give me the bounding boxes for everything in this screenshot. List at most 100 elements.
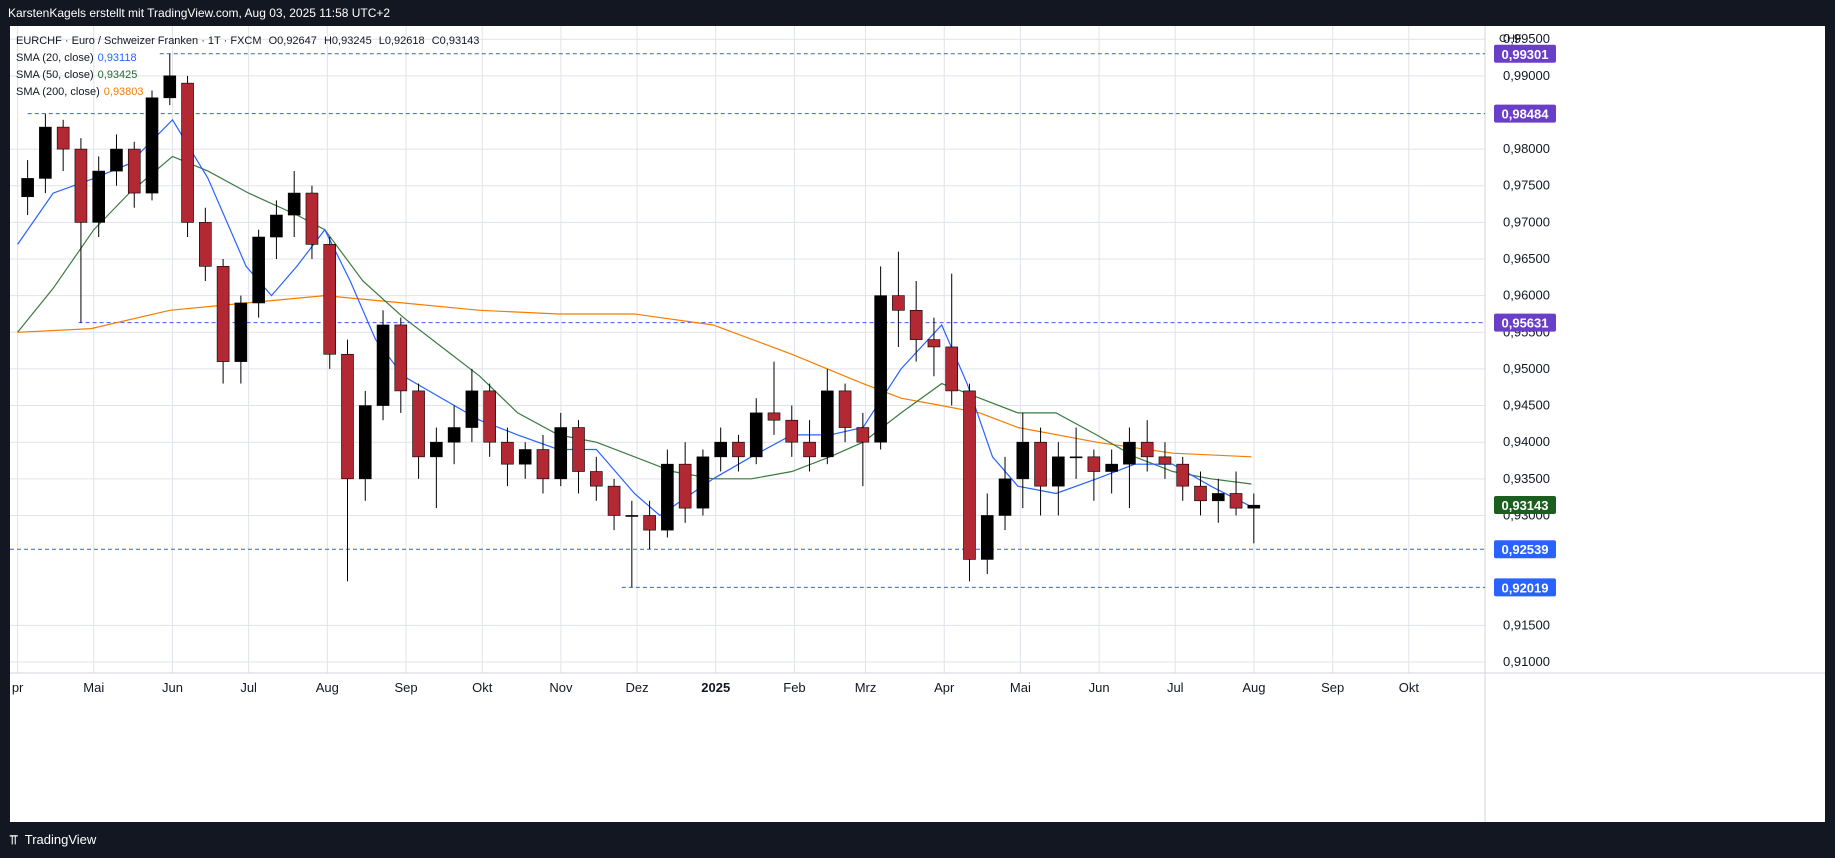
x-tick-label: Jun <box>162 680 183 695</box>
candle <box>1194 471 1207 516</box>
candle <box>536 434 550 494</box>
legend-symbol-row: EURCHF · Euro / Schweizer Franken · 1T ·… <box>16 33 479 50</box>
candle-body <box>1016 441 1030 480</box>
candle-body <box>1069 456 1083 459</box>
candle <box>1105 449 1118 494</box>
candle-body <box>323 244 337 355</box>
legend-sma50[interactable]: SMA (50, close) 0,93425 <box>16 67 479 84</box>
candle-body <box>518 449 532 465</box>
price-badge-text: 0,98484 <box>1502 107 1550 122</box>
candle <box>412 383 425 479</box>
candle <box>945 273 959 406</box>
candle-body <box>785 419 799 443</box>
candle-body <box>767 412 781 421</box>
candle-body <box>696 456 710 509</box>
candle-body <box>341 353 354 480</box>
x-tick-label: Mai <box>1010 680 1031 695</box>
candle-body <box>1211 493 1225 502</box>
candle <box>1229 471 1243 516</box>
candle-body <box>127 148 141 194</box>
candle <box>127 141 141 208</box>
candle <box>963 383 976 582</box>
candle <box>1211 478 1225 523</box>
x-tick-label: Okt <box>1399 680 1420 695</box>
candle <box>447 405 461 465</box>
candle-body <box>678 463 692 509</box>
candle-body <box>732 441 745 458</box>
candle <box>874 266 887 450</box>
candle <box>643 500 656 550</box>
sma200-line <box>17 294 1252 458</box>
x-tick-label: Aug <box>1242 680 1265 695</box>
ohlc-close: 0,93143 <box>439 35 480 47</box>
candle-body <box>661 463 674 531</box>
price-badge-bg <box>1494 313 1556 332</box>
candle-body <box>74 148 88 223</box>
price-badge-bg <box>1494 578 1556 597</box>
candle-body <box>430 441 443 458</box>
candle <box>163 53 177 106</box>
candle-body <box>1140 441 1154 458</box>
candle <box>1069 427 1083 479</box>
candle <box>661 449 674 538</box>
candle-body <box>447 427 461 443</box>
y-tick-label: 0,94500 <box>1503 398 1550 413</box>
chart-frame[interactable]: 0,99500 0,99000 0,98000 0,97500 0,97000 0,965… <box>10 26 1825 822</box>
price-badge-bg <box>1494 104 1556 123</box>
candle-body <box>821 390 834 458</box>
ohlc-h-label: H <box>323 35 332 47</box>
x-tick-label: Sep <box>394 680 417 695</box>
price-badge-bg <box>1494 495 1556 514</box>
candle-body <box>625 515 639 517</box>
candle-body <box>643 515 656 531</box>
candle-body <box>56 126 70 150</box>
candle <box>785 405 799 457</box>
price-badge: 0,98484 <box>1494 104 1556 123</box>
x-tick-label: Feb <box>783 680 805 695</box>
chart-legend: EURCHF · Euro / Schweizer Franken · 1T ·… <box>16 33 479 101</box>
candle <box>252 229 265 318</box>
x-tick-label: Jul <box>240 680 257 695</box>
candle <box>74 138 88 323</box>
candle <box>323 237 337 369</box>
candle <box>234 295 248 384</box>
candle-body <box>927 339 941 348</box>
tradingview-logo-icon[interactable]: ⫪ <box>10 832 18 847</box>
ohlc-c-label: C <box>431 35 440 47</box>
candle <box>554 412 568 487</box>
candlestick-chart[interactable]: 0,99500 0,99000 0,98000 0,97500 0,97000 0,965… <box>10 26 1825 822</box>
candle-body <box>92 170 106 223</box>
candle <box>607 478 621 531</box>
price-badge-text: 0,93143 <box>1502 498 1549 513</box>
legend-sma20[interactable]: SMA (20, close) 0,93118 <box>16 50 479 67</box>
brand-name[interactable]: TradingView <box>24 832 97 847</box>
candle <box>625 500 639 588</box>
legend-sma200[interactable]: SMA (200, close) 0,93803 <box>16 84 479 101</box>
candle <box>927 317 941 377</box>
y-tick-label: 0,91500 <box>1503 617 1550 632</box>
ohlc-l-label: L <box>378 35 385 47</box>
sma50-label: SMA (50, close) <box>16 69 94 81</box>
candle-body <box>803 441 816 458</box>
candle-body <box>572 427 585 472</box>
candle <box>572 420 585 494</box>
candle <box>821 368 834 465</box>
x-tick-label: pr <box>12 680 24 695</box>
candle-body <box>607 485 621 516</box>
candle-body <box>1105 463 1118 472</box>
candle <box>216 259 230 384</box>
candle <box>838 383 852 443</box>
candle <box>1016 412 1030 509</box>
candle-body <box>199 222 212 267</box>
candle-body <box>287 192 301 216</box>
currency-label: CHF <box>1499 33 1522 45</box>
candle-body <box>1034 441 1047 487</box>
candle <box>21 160 34 216</box>
candle <box>1052 442 1065 516</box>
candle <box>430 427 443 509</box>
candle <box>287 171 301 238</box>
x-tick-label: 2025 <box>701 680 730 695</box>
candle-body <box>1087 456 1101 472</box>
candle-body <box>394 324 408 392</box>
x-tick-label: Jun <box>1089 680 1110 695</box>
